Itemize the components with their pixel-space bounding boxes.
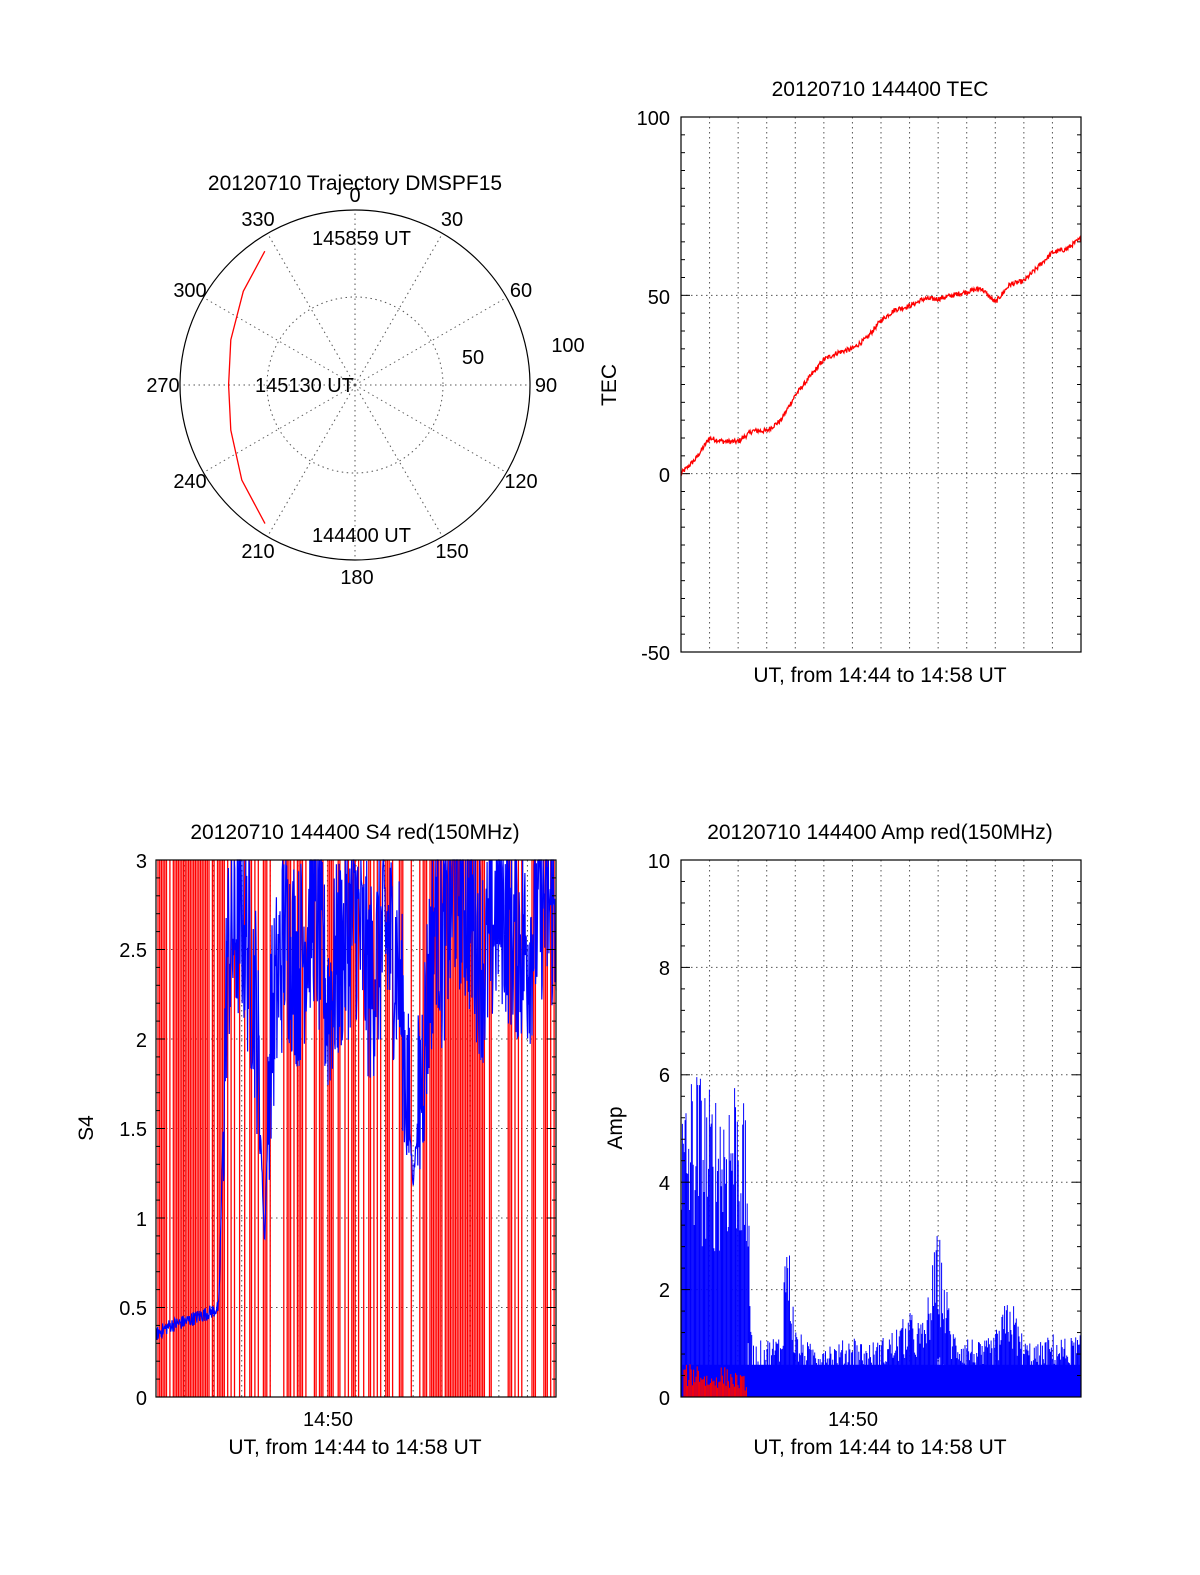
- tec-grid: [681, 117, 1081, 652]
- amp-blue-base: [681, 1364, 1081, 1397]
- s4-ytick-1.5: 1.5: [119, 1119, 147, 1141]
- trajectory-track: [227, 250, 266, 524]
- tec-ytick-100: 100: [637, 108, 670, 130]
- polar-angle-label-210: 210: [241, 541, 274, 563]
- trajectory-polar-plot: 20120710 Trajectory DMSPF15 0 30 60 90 120 15…: [146, 172, 584, 589]
- polar-spoke-240: [203, 384, 356, 473]
- polar-angle-label-150: 150: [435, 541, 468, 563]
- polar-angle-label-330: 330: [241, 209, 274, 231]
- tec-title: 20120710 144400 TEC: [772, 78, 989, 101]
- amp-grid: [681, 860, 1081, 1397]
- tec-plot: 20120710 144400 TEC 100 50 0 -50 UT, fro…: [598, 78, 1082, 687]
- s4-ytick-3: 3: [136, 851, 147, 873]
- s4-frame: [155, 859, 557, 1398]
- s4-ticks: [156, 859, 556, 1398]
- polar-angle-label-270: 270: [146, 375, 179, 397]
- amp-ylabel: Amp: [604, 1106, 627, 1149]
- amp-ytick-8: 8: [659, 958, 670, 980]
- tec-ylabel: TEC: [598, 364, 621, 406]
- amp-ytick-6: 6: [659, 1065, 670, 1087]
- amp-series-red: [683, 1364, 747, 1397]
- polar-angle-label-0: 0: [349, 185, 360, 207]
- polar-spoke-300: [203, 297, 356, 386]
- amp-ytick-0: 0: [659, 1388, 670, 1410]
- polar-angle-label-120: 120: [504, 471, 537, 493]
- amp-frame: [680, 859, 1082, 1398]
- s4-plot: 20120710 144400 S4 red(150MHz) 3 2.5 2 1…: [75, 821, 557, 1459]
- annotation-start-time: 144400 UT: [312, 525, 411, 547]
- s4-ytick-0: 0: [136, 1388, 147, 1410]
- polar-angle-label-60: 60: [510, 280, 532, 302]
- trajectory-title: 20120710 Trajectory DMSPF15: [208, 172, 502, 195]
- amp-title: 20120710 144400 Amp red(150MHz): [707, 821, 1053, 844]
- polar-outer-circle: [179, 209, 531, 561]
- polar-angle-label-90: 90: [535, 375, 557, 397]
- tec-ticks: [681, 116, 1081, 653]
- polar-spoke-330: [267, 233, 356, 386]
- annotation-end-time: 145859 UT: [312, 228, 411, 250]
- annotation-mid-time: 145130 UT: [255, 375, 354, 397]
- s4-title: 20120710 144400 S4 red(150MHz): [190, 821, 519, 844]
- tec-xlabel: UT, from 14:44 to 14:58 UT: [753, 664, 1006, 687]
- polar-radial-tick-100: 100: [551, 335, 584, 357]
- amp-ytick-10: 10: [648, 851, 670, 873]
- tec-series-red: [680, 235, 1082, 477]
- s4-ytick-2.5: 2.5: [119, 940, 147, 962]
- polar-inner-ring: [266, 296, 444, 474]
- polar-radial-tick-50: 50: [462, 347, 484, 369]
- polar-spoke-210: [267, 384, 356, 537]
- amp-xlabel: UT, from 14:44 to 14:58 UT: [753, 1436, 1006, 1459]
- polar-spokes: [180, 210, 530, 560]
- tec-ytick-neg50: -50: [641, 643, 670, 665]
- s4-ytick-2: 2: [136, 1030, 147, 1052]
- tec-frame: [680, 116, 1082, 653]
- s4-xlabel: UT, from 14:44 to 14:58 UT: [228, 1436, 481, 1459]
- polar-angle-label-30: 30: [441, 209, 463, 231]
- amp-ytick-4: 4: [659, 1173, 670, 1195]
- amp-xtick-1450: 14:50: [828, 1409, 878, 1431]
- s4-ytick-1: 1: [136, 1209, 147, 1231]
- polar-spoke-120: [354, 384, 507, 473]
- polar-spoke-60: [354, 297, 507, 386]
- amp-ytick-2: 2: [659, 1280, 670, 1302]
- s4-xtick-1450: 14:50: [303, 1409, 353, 1431]
- tec-ytick-50: 50: [648, 287, 670, 309]
- polar-angle-label-300: 300: [173, 280, 206, 302]
- amp-series-blue: [681, 1077, 1081, 1397]
- polar-spoke-30: [354, 233, 443, 386]
- polar-angle-labels: 0 30 60 90 120 150 180 210 240 270 300 330: [146, 185, 557, 589]
- amp-plot: 20120710 144400 Amp red(150MHz) 10 8 6 4…: [604, 821, 1082, 1459]
- s4-ytick-0.5: 0.5: [119, 1298, 147, 1320]
- s4-ylabel: S4: [75, 1115, 98, 1141]
- polar-angle-label-240: 240: [173, 471, 206, 493]
- tec-ytick-0: 0: [659, 465, 670, 487]
- polar-angle-label-180: 180: [340, 567, 373, 589]
- polar-spoke-150: [354, 384, 443, 537]
